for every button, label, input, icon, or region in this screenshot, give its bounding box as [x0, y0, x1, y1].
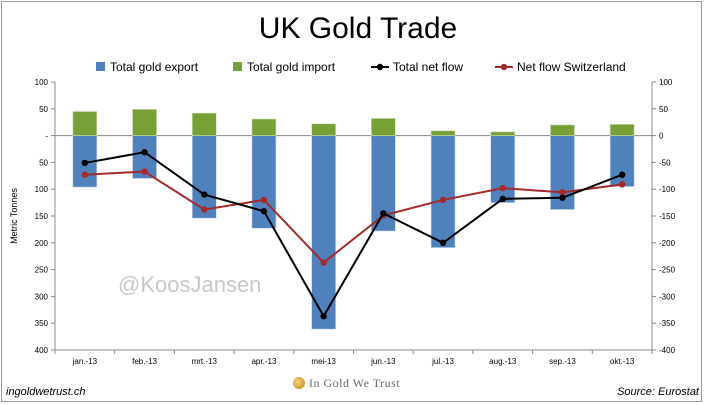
y-tick-label-left: -: [45, 132, 48, 141]
y-tick-label-right: -250: [659, 266, 676, 275]
bar-import: [430, 130, 456, 136]
x-tick-label: mei-13: [311, 357, 336, 366]
y-tick-label-right: 50: [659, 105, 668, 114]
y-tick-label-right: -100: [659, 185, 676, 194]
y-tick-label-right: -150: [659, 212, 676, 221]
y-tick-label-right: -300: [659, 292, 676, 301]
watermark: @KoosJansen: [118, 272, 261, 297]
point-net-flow: [380, 210, 387, 217]
point-net-flow: [559, 194, 566, 201]
y-axis-label: Metric Tonnes: [9, 188, 19, 244]
y-tick-label-right: -200: [659, 239, 676, 248]
legend-swatch: [233, 62, 242, 71]
legend-label: Total gold import: [247, 60, 336, 74]
line-net-flow: [84, 151, 623, 319]
y-tick-label-left: 50: [39, 105, 48, 114]
gold-coin-icon: [293, 377, 305, 389]
y-tick-label-left: 250: [35, 266, 49, 275]
x-tick-label: jul.-13: [431, 357, 454, 366]
point-net-flow-switzerland: [260, 196, 268, 204]
point-net-flow: [499, 195, 506, 203]
bar-import: [609, 124, 635, 136]
x-tick-label: jan.-13: [72, 357, 98, 366]
legend: Total gold export Total gold import Total …: [96, 60, 626, 74]
y-tick-label-right: -50: [659, 158, 671, 167]
point-net-flow-switzerland: [320, 259, 327, 266]
legend-label: Total net flow: [393, 60, 463, 74]
bar-import: [191, 112, 217, 136]
bar-import: [132, 109, 157, 136]
point-net-flow-switzerland: [201, 206, 208, 213]
x-tick-label: aug.-13: [489, 357, 517, 366]
bar-export: [430, 135, 456, 248]
y-tick-label-right: -350: [659, 319, 676, 328]
bar-import: [72, 111, 98, 136]
point-net-flow: [81, 159, 89, 167]
bar-import: [311, 123, 336, 136]
footer-brand-text: In Gold We Trust: [309, 376, 401, 390]
bar-export: [191, 135, 217, 219]
bar-export: [251, 135, 277, 229]
bar-import: [550, 124, 575, 136]
y-tick-label-left: 100: [35, 78, 49, 87]
point-net-flow-switzerland: [559, 189, 566, 196]
bar-import: [371, 118, 396, 136]
point-net-flow-switzerland: [141, 168, 148, 175]
x-tick-label: okt.-13: [610, 357, 635, 366]
y-tick-label-right: -400: [659, 346, 676, 355]
legend-label: Total gold export: [110, 60, 199, 74]
point-net-flow: [260, 207, 268, 215]
footer-source: Source: Eurostat: [617, 386, 699, 398]
y-tick-label-right: 100: [659, 78, 673, 87]
footer-website: ingoldwetrust.ch: [6, 386, 86, 398]
y-tick-label-right: 0: [659, 132, 664, 141]
legend-marker: [376, 63, 384, 71]
line-net-flow-switzerland: [84, 170, 623, 264]
y-tick-label-left: 400: [35, 346, 49, 355]
chart-title: UK Gold Trade: [259, 12, 457, 45]
x-tick-label: jun.-13: [370, 357, 396, 366]
bar-export: [311, 135, 336, 330]
x-tick-label: feb.-13: [132, 357, 157, 366]
y-tick-label-left: 50: [39, 158, 48, 167]
y-tick-label-left: 350: [35, 319, 49, 328]
point-net-flow: [618, 171, 626, 178]
bar-import: [490, 131, 516, 136]
x-tick-label: mrt.-13: [192, 357, 218, 366]
legend-marker: [500, 63, 508, 71]
y-tick-label-left: 150: [35, 212, 49, 221]
footer-brand: In Gold We Trust: [293, 376, 400, 391]
x-tick-label: apr.-13: [251, 357, 276, 366]
point-net-flow: [439, 239, 447, 246]
point-net-flow: [141, 149, 148, 156]
point-net-flow-switzerland: [618, 181, 626, 188]
point-net-flow: [201, 191, 208, 198]
point-net-flow-switzerland: [81, 171, 89, 178]
point-net-flow: [320, 313, 327, 320]
bar-export: [490, 135, 516, 203]
y-tick-label-left: 200: [35, 239, 49, 248]
point-net-flow-switzerland: [439, 196, 447, 204]
plot-area: 100 100 50 50 - 0 50 -50 100 -100 150 -150 200 -200 25…: [35, 78, 676, 366]
bar-import: [251, 118, 277, 136]
legend-swatch: [96, 62, 105, 71]
y-tick-label-left: 100: [35, 185, 49, 194]
y-tick-label-left: 300: [35, 292, 49, 301]
point-net-flow-switzerland: [499, 184, 506, 192]
legend-label: Net flow Switzerland: [517, 60, 626, 74]
x-tick-label: sep.-13: [549, 357, 576, 366]
